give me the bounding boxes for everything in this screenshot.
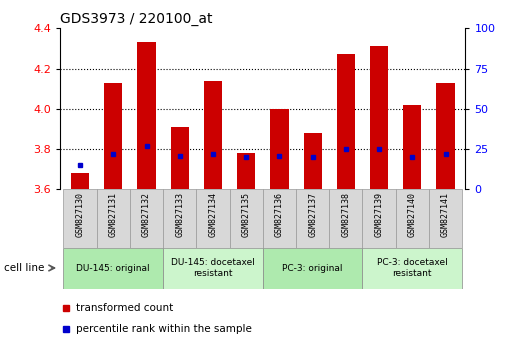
Bar xyxy=(237,153,255,189)
Bar xyxy=(97,189,130,248)
Text: cell line: cell line xyxy=(4,263,44,273)
Text: PC-3: docetaxel
resistant: PC-3: docetaxel resistant xyxy=(377,258,448,278)
Bar xyxy=(63,189,97,248)
Bar xyxy=(429,189,462,248)
Bar xyxy=(370,46,388,189)
Bar xyxy=(329,189,362,248)
Text: GSM827130: GSM827130 xyxy=(76,192,85,237)
Text: GDS3973 / 220100_at: GDS3973 / 220100_at xyxy=(60,12,213,27)
Bar xyxy=(436,83,454,189)
Bar xyxy=(163,248,263,289)
Text: GSM827133: GSM827133 xyxy=(175,192,184,237)
Bar xyxy=(196,189,230,248)
Text: GSM827136: GSM827136 xyxy=(275,192,284,237)
Bar xyxy=(296,189,329,248)
Text: GSM827140: GSM827140 xyxy=(408,192,417,237)
Bar xyxy=(230,189,263,248)
Text: GSM827132: GSM827132 xyxy=(142,192,151,237)
Bar xyxy=(104,83,122,189)
Text: GSM827131: GSM827131 xyxy=(109,192,118,237)
Bar xyxy=(130,189,163,248)
Text: PC-3: original: PC-3: original xyxy=(282,264,343,273)
Bar xyxy=(71,173,89,189)
Bar xyxy=(204,81,222,189)
Bar xyxy=(362,189,396,248)
Text: GSM827141: GSM827141 xyxy=(441,192,450,237)
Bar xyxy=(138,42,156,189)
Text: GSM827135: GSM827135 xyxy=(242,192,251,237)
Text: DU-145: docetaxel
resistant: DU-145: docetaxel resistant xyxy=(171,258,255,278)
Text: GSM827134: GSM827134 xyxy=(209,192,218,237)
Bar xyxy=(362,248,462,289)
Bar xyxy=(403,105,422,189)
Text: DU-145: original: DU-145: original xyxy=(76,264,150,273)
Bar xyxy=(270,109,289,189)
Bar xyxy=(303,133,322,189)
Bar xyxy=(163,189,196,248)
Bar xyxy=(396,189,429,248)
Text: GSM827138: GSM827138 xyxy=(342,192,350,237)
Text: GSM827139: GSM827139 xyxy=(374,192,383,237)
Bar xyxy=(263,248,362,289)
Bar xyxy=(63,248,163,289)
Text: GSM827137: GSM827137 xyxy=(308,192,317,237)
Bar xyxy=(337,55,355,189)
Text: transformed count: transformed count xyxy=(76,303,174,313)
Bar xyxy=(170,127,189,189)
Bar xyxy=(263,189,296,248)
Text: percentile rank within the sample: percentile rank within the sample xyxy=(76,324,252,334)
